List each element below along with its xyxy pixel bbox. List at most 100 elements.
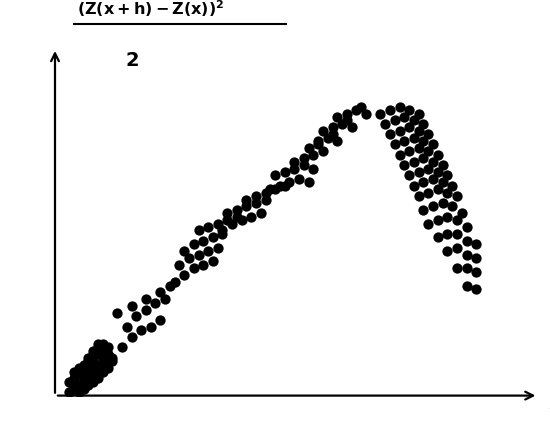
- Point: [94, 361, 102, 368]
- Point: [208, 234, 217, 241]
- Point: [127, 303, 136, 310]
- Point: [309, 165, 318, 172]
- Point: [151, 299, 160, 306]
- Point: [419, 155, 428, 162]
- Point: [98, 361, 107, 368]
- Point: [156, 316, 164, 323]
- Point: [424, 220, 433, 227]
- Point: [103, 358, 112, 365]
- Point: [271, 172, 279, 179]
- Point: [433, 169, 442, 175]
- Point: [218, 230, 227, 237]
- Point: [170, 279, 179, 286]
- Point: [65, 389, 74, 396]
- Text: $\mathbf{2}$: $\mathbf{2}$: [125, 52, 139, 70]
- Point: [462, 251, 471, 258]
- Point: [65, 378, 74, 385]
- Point: [242, 203, 251, 210]
- Point: [233, 213, 241, 220]
- Point: [352, 107, 361, 114]
- Point: [424, 165, 433, 172]
- Point: [208, 258, 217, 265]
- Point: [276, 182, 284, 189]
- Point: [472, 286, 481, 292]
- Point: [443, 248, 452, 255]
- Point: [70, 375, 79, 382]
- Point: [433, 151, 442, 158]
- Point: [79, 378, 88, 385]
- Point: [84, 368, 93, 375]
- Point: [74, 389, 84, 396]
- Point: [280, 169, 289, 175]
- Point: [251, 193, 260, 200]
- Point: [443, 230, 452, 237]
- Point: [266, 186, 275, 193]
- Point: [299, 162, 308, 169]
- Point: [433, 186, 442, 193]
- Point: [414, 144, 423, 151]
- Point: [462, 282, 471, 289]
- Point: [443, 172, 452, 179]
- Point: [204, 224, 212, 230]
- Point: [318, 148, 327, 155]
- Point: [166, 282, 174, 289]
- Point: [419, 138, 428, 144]
- Point: [309, 151, 318, 158]
- Point: [414, 127, 423, 134]
- Point: [433, 217, 442, 224]
- Point: [98, 347, 107, 354]
- Point: [113, 310, 122, 316]
- Point: [390, 117, 399, 124]
- Point: [79, 361, 88, 368]
- Point: [428, 203, 437, 210]
- Point: [438, 162, 447, 169]
- Point: [414, 169, 423, 175]
- Point: [103, 365, 112, 372]
- Point: [314, 141, 322, 148]
- Point: [94, 368, 102, 375]
- Point: [223, 217, 232, 224]
- Point: [419, 179, 428, 186]
- Point: [223, 210, 232, 217]
- Point: [137, 327, 146, 334]
- Point: [328, 131, 337, 138]
- Point: [271, 186, 279, 193]
- Point: [333, 138, 342, 144]
- Point: [213, 244, 222, 251]
- Point: [98, 368, 107, 375]
- Point: [472, 255, 481, 261]
- Point: [213, 220, 222, 227]
- Point: [256, 210, 265, 217]
- Point: [156, 289, 164, 296]
- Point: [400, 138, 409, 144]
- Point: [424, 131, 433, 138]
- Point: [84, 358, 93, 365]
- Point: [180, 272, 189, 279]
- Point: [462, 237, 471, 244]
- Point: [118, 344, 127, 351]
- Point: [79, 375, 88, 382]
- Point: [185, 255, 194, 261]
- Point: [84, 365, 93, 372]
- Point: [108, 358, 117, 365]
- Point: [443, 189, 452, 196]
- Point: [194, 251, 203, 258]
- Point: [390, 141, 399, 148]
- Point: [433, 234, 442, 241]
- Point: [448, 203, 456, 210]
- Point: [261, 189, 270, 196]
- Point: [98, 341, 107, 347]
- Point: [453, 244, 461, 251]
- Point: [362, 110, 371, 117]
- Point: [218, 227, 227, 234]
- Point: [409, 182, 418, 189]
- Point: [343, 110, 351, 117]
- Point: [419, 206, 428, 213]
- Point: [381, 120, 389, 127]
- Point: [299, 155, 308, 162]
- Text: h: h: [548, 390, 550, 415]
- Point: [400, 114, 409, 120]
- Point: [132, 313, 141, 320]
- Point: [204, 248, 212, 255]
- Point: [89, 372, 98, 378]
